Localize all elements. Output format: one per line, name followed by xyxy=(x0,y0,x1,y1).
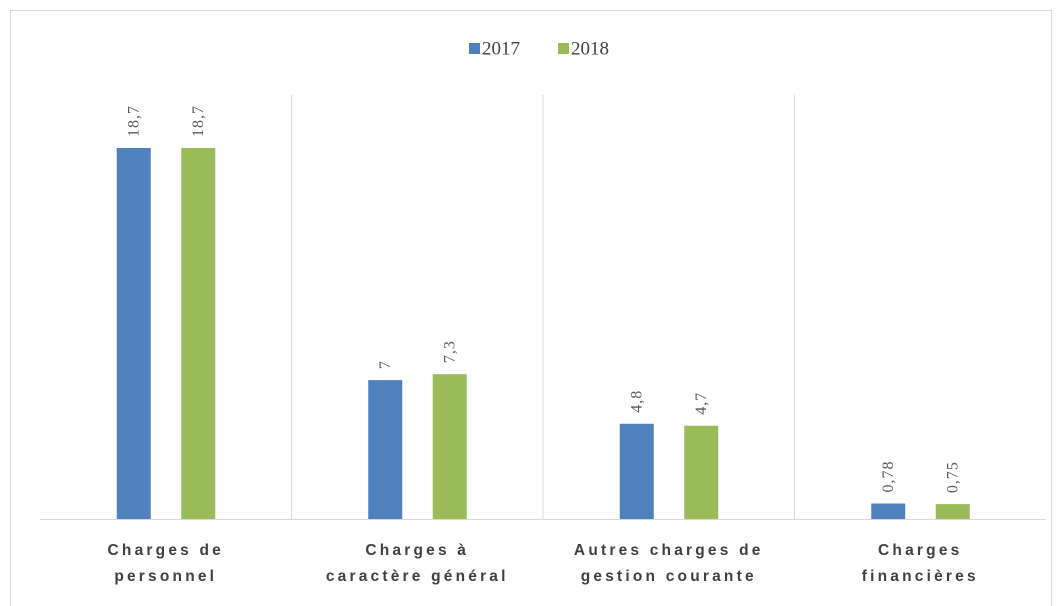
x-tick-label: Autres charges de gestion courante xyxy=(573,542,764,585)
bar xyxy=(432,374,467,519)
data-label: 18,7 xyxy=(125,105,142,137)
data-label: 0,78 xyxy=(880,461,897,493)
data-label: 4,7 xyxy=(693,392,710,415)
data-label: 18,7 xyxy=(190,105,207,137)
legend-swatch xyxy=(469,43,480,54)
x-tick-label: Charges financières xyxy=(861,542,979,585)
bar xyxy=(619,423,654,519)
legend-label: 2017 xyxy=(482,38,520,59)
x-tick-label: Charges à caractère général xyxy=(325,542,509,585)
data-label: 7 xyxy=(377,360,394,369)
data-label: 4,8 xyxy=(628,390,645,413)
legend-label: 2018 xyxy=(571,38,609,59)
data-label: 7,3 xyxy=(441,340,458,363)
bar xyxy=(935,504,970,519)
bar xyxy=(684,425,719,519)
bar xyxy=(871,503,906,519)
bar xyxy=(368,380,403,519)
legend-swatch xyxy=(558,43,569,54)
x-tick-label: Charges de personnel xyxy=(107,542,224,585)
bar xyxy=(116,148,151,519)
data-label: 0,75 xyxy=(944,461,961,493)
bar xyxy=(181,148,216,519)
